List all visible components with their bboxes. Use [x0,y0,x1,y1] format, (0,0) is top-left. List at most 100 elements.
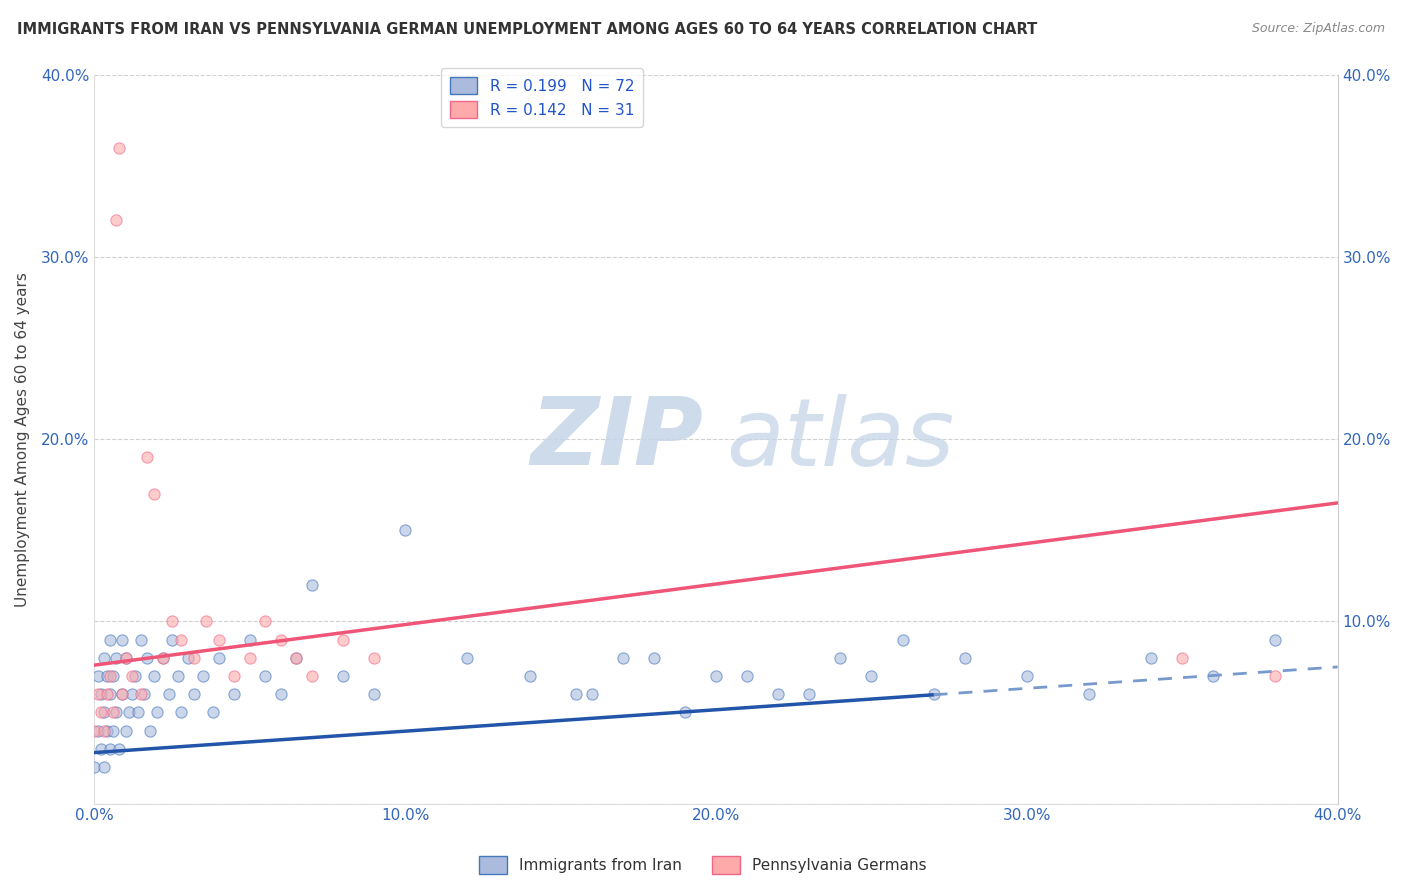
Point [105,706,128,720]
Point [519,669,541,683]
Point [114,650,136,665]
Point [134,687,156,701]
Point [96,669,118,683]
Point [105,650,128,665]
Point [394,523,416,537]
Point [363,687,385,701]
Point [136,650,159,665]
Point [111,632,134,647]
Point [139,723,162,738]
Point [301,669,323,683]
Point [830,650,852,665]
Point [224,669,246,683]
Text: ZIP: ZIP [530,393,703,485]
Point [157,687,180,701]
Point [152,650,174,665]
Point [799,687,821,701]
Point [118,706,141,720]
Point [170,632,193,647]
Point [922,687,945,701]
Point [142,487,165,501]
Point [208,650,231,665]
Point [456,650,478,665]
Point [195,615,218,629]
Point [612,650,634,665]
Point [108,742,131,756]
Point [111,687,134,701]
Point [90,742,112,756]
Point [93,650,115,665]
Point [160,632,183,647]
Point [93,723,115,738]
Point [581,687,603,701]
Point [1264,632,1286,647]
Point [98,669,121,683]
Point [643,650,665,665]
Point [127,706,149,720]
Point [83,723,105,738]
Point [270,687,292,701]
Point [114,650,136,665]
Point [183,650,205,665]
Point [86,687,108,701]
Point [766,687,789,701]
Point [90,706,112,720]
Point [101,723,124,738]
Point [93,760,115,774]
Point [565,687,588,701]
Point [121,669,143,683]
Text: Source: ZipAtlas.com: Source: ZipAtlas.com [1251,22,1385,36]
Point [124,669,146,683]
Point [735,669,758,683]
Point [86,723,108,738]
Point [254,615,277,629]
Point [363,650,385,665]
Point [177,650,200,665]
Point [301,578,323,592]
Point [93,706,115,720]
Point [239,632,262,647]
Legend: Immigrants from Iran, Pennsylvania Germans: Immigrants from Iran, Pennsylvania Germa… [474,850,932,880]
Point [183,687,205,701]
Point [90,687,112,701]
Point [142,669,165,683]
Point [254,669,277,683]
Point [121,687,143,701]
Point [1078,687,1101,701]
Point [1015,669,1038,683]
Y-axis label: Unemployment Among Ages 60 to 64 years: Unemployment Among Ages 60 to 64 years [15,272,30,607]
Point [673,706,696,720]
Point [129,687,152,701]
Point [270,632,292,647]
Point [96,723,118,738]
Point [224,687,246,701]
Point [285,650,308,665]
Point [86,669,108,683]
Text: atlas: atlas [727,393,955,484]
Point [98,742,121,756]
Point [114,723,136,738]
Point [285,650,308,665]
Point [98,632,121,647]
Point [953,650,976,665]
Point [332,669,354,683]
Point [1264,669,1286,683]
Point [1171,650,1194,665]
Point [160,615,183,629]
Point [96,687,118,701]
Point [208,632,231,647]
Point [891,632,914,647]
Point [83,760,105,774]
Point [98,687,121,701]
Point [239,650,262,665]
Point [136,450,159,465]
Point [1202,669,1225,683]
Legend: R = 0.199   N = 72, R = 0.142   N = 31: R = 0.199 N = 72, R = 0.142 N = 31 [440,68,644,128]
Point [193,669,215,683]
Point [1140,650,1163,665]
Point [332,632,354,647]
Point [111,687,134,701]
Point [167,669,190,683]
Point [152,650,174,665]
Point [129,632,152,647]
